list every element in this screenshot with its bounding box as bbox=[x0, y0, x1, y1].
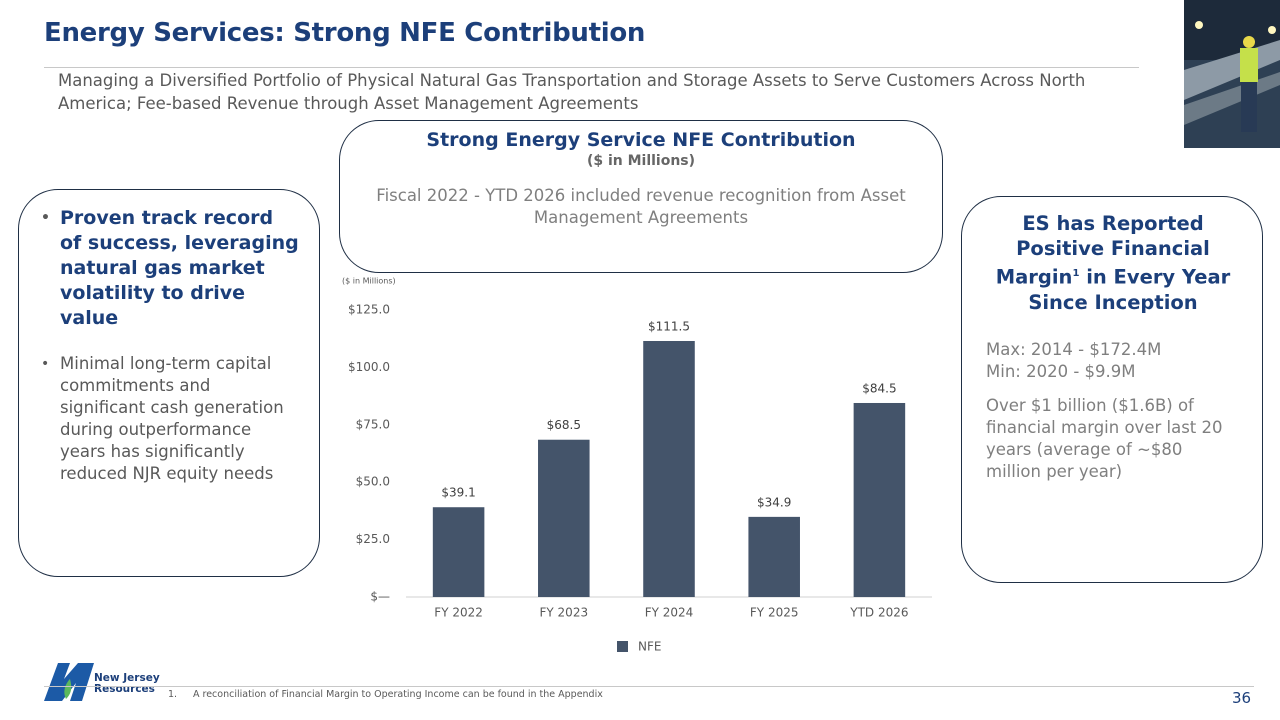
logo-text: New Jersey Resources bbox=[94, 673, 160, 695]
margin-box: ES has Reported Positive Financial Margi… bbox=[961, 196, 1263, 583]
logo-mark bbox=[44, 663, 94, 701]
box-title-text: ES has Reported Positive Financial Margi… bbox=[995, 212, 1210, 289]
footnote-number: 1. bbox=[168, 689, 178, 700]
slide-subtitle: Managing a Diversified Portfolio of Phys… bbox=[58, 71, 1086, 113]
x-tick-label: FY 2025 bbox=[750, 606, 799, 620]
x-tick-label: FY 2024 bbox=[645, 606, 694, 620]
logo-line: New Jersey bbox=[94, 672, 160, 684]
x-tick-label: YTD 2026 bbox=[849, 606, 908, 620]
summary-text: Over $1 billion ($1.6B) of financial mar… bbox=[986, 395, 1223, 481]
y-axis-label: ($ in Millions) bbox=[342, 277, 396, 286]
chart-header-box: Strong Energy Service NFE Contribution (… bbox=[339, 120, 943, 273]
highlights-box: Proven track record of success, leveragi… bbox=[18, 189, 320, 577]
box-title: ES has Reported Positive Financial Margi… bbox=[986, 211, 1240, 315]
x-tick-label: FY 2022 bbox=[434, 606, 483, 620]
y-tick-label: $125.0 bbox=[348, 303, 390, 317]
data-label: $84.5 bbox=[862, 381, 896, 395]
legend-label: NFE bbox=[638, 640, 661, 654]
y-tick-label: $100.0 bbox=[348, 360, 390, 374]
y-tick-label: $— bbox=[370, 590, 390, 604]
footnote: A reconciliation of Financial Margin to … bbox=[193, 689, 603, 700]
divider bbox=[44, 67, 1139, 68]
min-text: Min: 2020 - $9.9M bbox=[986, 361, 1136, 381]
bullet: Proven track record of success, leveragi… bbox=[41, 206, 299, 331]
chart-title: Strong Energy Service NFE Contribution bbox=[426, 129, 856, 151]
logo-line: Resources bbox=[94, 683, 155, 695]
chart-note: Fiscal 2022 - YTD 2026 included revenue … bbox=[376, 186, 906, 227]
bar bbox=[643, 340, 695, 597]
bar bbox=[538, 439, 590, 597]
x-tick-label: FY 2023 bbox=[540, 606, 589, 620]
y-tick-label: $50.0 bbox=[356, 475, 390, 489]
bar bbox=[748, 516, 800, 597]
photo bbox=[1184, 0, 1280, 148]
data-label: $68.5 bbox=[547, 418, 581, 432]
y-tick-label: $75.0 bbox=[356, 417, 390, 431]
slide-title: Energy Services: Strong NFE Contribution bbox=[44, 18, 646, 48]
page-number: 36 bbox=[1232, 689, 1252, 707]
bullet: Minimal long-term capital commitments an… bbox=[41, 353, 299, 485]
box-title-text: in Every Year Since Inception bbox=[1028, 265, 1231, 314]
footnote-ref: 1 bbox=[1072, 268, 1080, 279]
bar bbox=[432, 507, 485, 597]
footer-rule bbox=[44, 686, 1254, 687]
legend-swatch bbox=[617, 641, 628, 652]
bar bbox=[853, 402, 906, 597]
chart-subtitle: ($ in Millions) bbox=[586, 153, 696, 169]
y-tick-label: $25.0 bbox=[356, 532, 390, 546]
data-label: $34.9 bbox=[757, 495, 791, 509]
data-label: $111.5 bbox=[648, 319, 690, 333]
data-label: $39.1 bbox=[441, 486, 475, 500]
max-text: Max: 2014 - $172.4M bbox=[986, 339, 1162, 359]
